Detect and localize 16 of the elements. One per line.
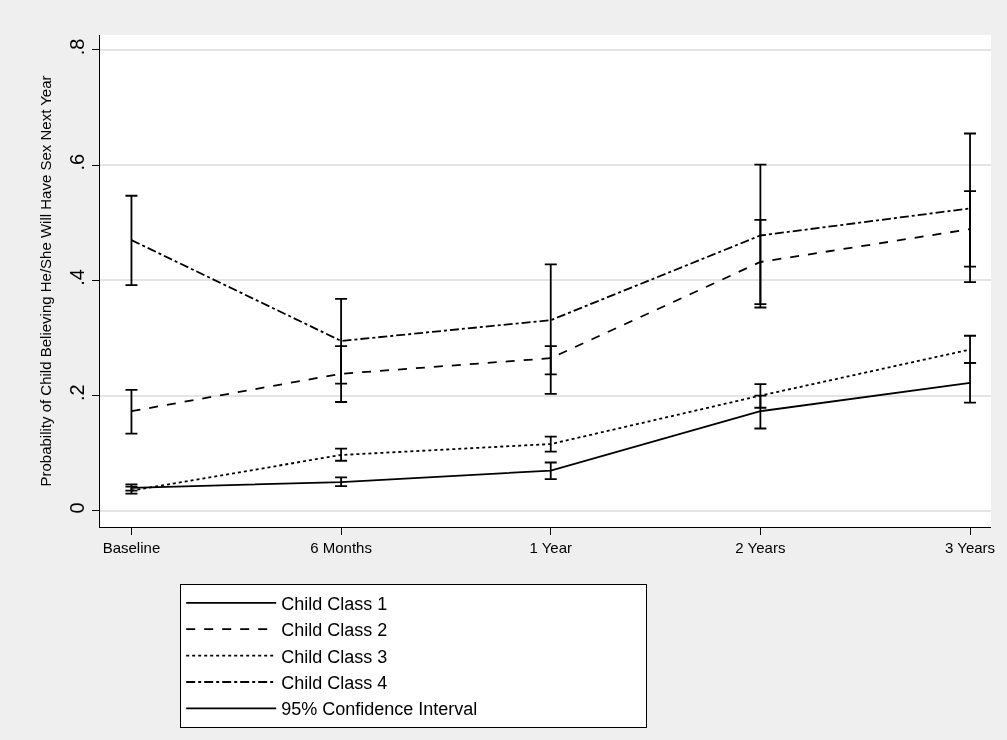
x-tick-label: 3 Years [945, 539, 996, 556]
y-tick-label: .2 [66, 384, 88, 401]
y-tick-label: .4 [66, 269, 88, 286]
x-tick-label: 6 Months [310, 539, 372, 556]
y-tick-label: .6 [66, 153, 88, 171]
x-tick-label: Baseline [102, 539, 161, 556]
x-tick-label: 1 Year [529, 539, 573, 556]
y-tick-label: 0 [66, 502, 88, 514]
text: 95% Confidence Interval [281, 699, 478, 720]
legend-label: Child Class 3 [281, 646, 388, 667]
legend-label: Child Class 4 [281, 673, 388, 693]
y-axis-title: Probability of Child Believing He/She Will Have Sex Next Year [37, 75, 55, 487]
legend-label: Child Class 2 [281, 620, 388, 641]
legend-label: Child Class 1 [281, 593, 388, 614]
x-tick-label: 2 Years [735, 539, 786, 556]
y-tick-label: .8 [66, 38, 88, 56]
